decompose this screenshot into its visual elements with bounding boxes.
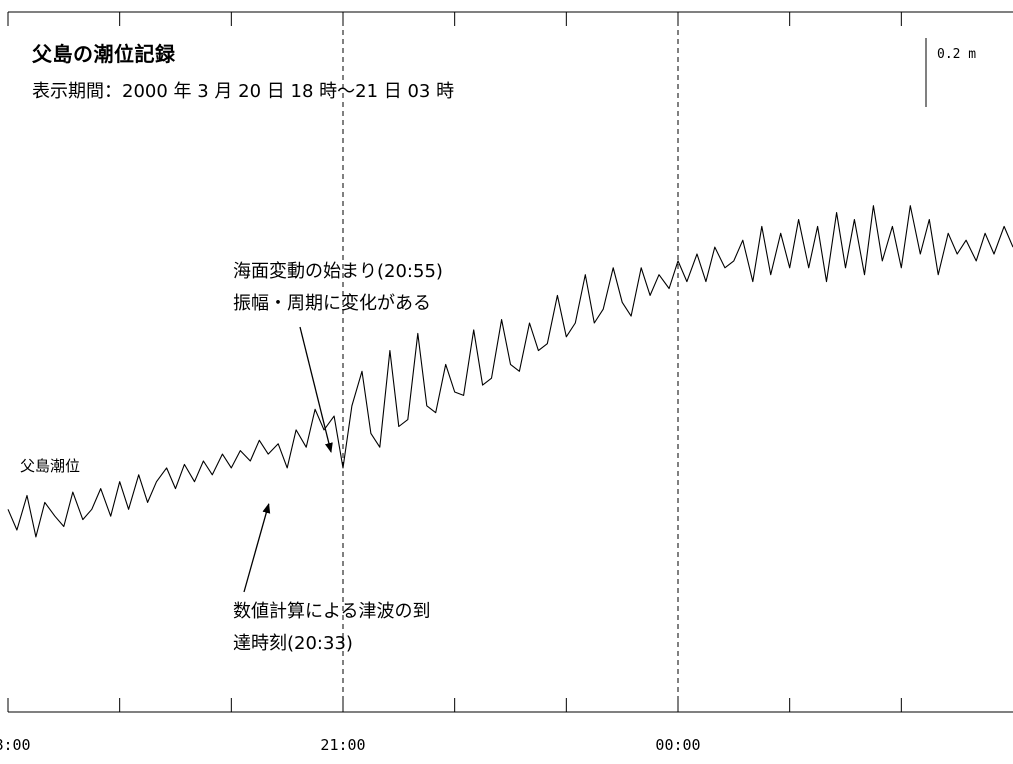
annotation-wave-onset-line-2: 振幅・周期に変化がある [233,293,431,314]
arrow-calculated-arrival [243,503,271,593]
tide-series-line [7,205,1013,538]
annotation-calculated-arrival-line-2: 達時刻(20:33) [233,633,353,654]
arrow-wave-onset [299,326,333,453]
x-tick-label-00:00: 00:00 [655,736,700,754]
annotation-calculated-arrival: 数値計算による津波の到 達時刻(20:33) [233,596,430,660]
title-block: 父島の潮位記録 表示期間：2000 年 3 月 20 日 18 時～21 日 0… [32,38,454,103]
annotation-wave-onset: 海面変動の始まり(20:55) 振幅・周期に変化がある [233,256,443,320]
series-label: 父島潮位 [20,457,81,475]
annotation-wave-onset-line-1: 海面変動の始まり(20:55) [233,261,443,282]
annotation-calculated-arrival-line-1: 数値計算による津波の到 [233,601,431,622]
x-tick-label-21:00: 21:00 [320,736,365,754]
scale-bar-label: 0.2 m [937,47,976,62]
x-tick-label-18:00: 18:00 [0,736,31,754]
chart-title: 父島の潮位記録 [32,42,176,66]
chart-subtitle: 表示期間：2000 年 3 月 20 日 18 時～21 日 03 時 [32,81,455,102]
